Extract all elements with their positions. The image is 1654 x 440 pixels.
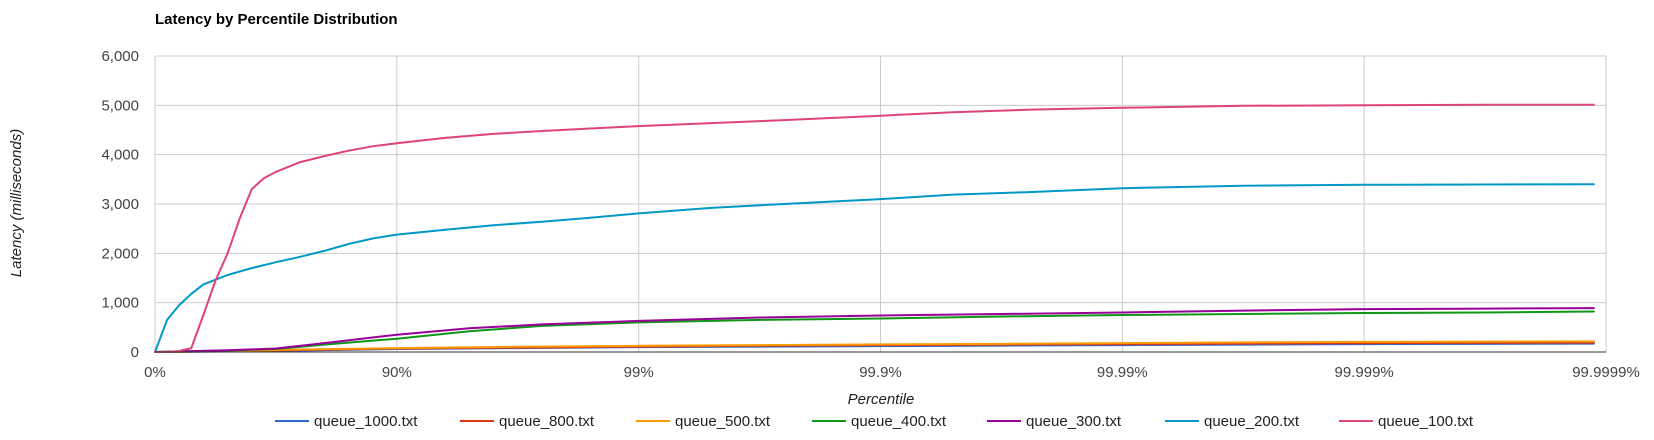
legend-label: queue_500.txt — [675, 413, 771, 430]
y-tick-label: 5,000 — [101, 97, 139, 114]
y-tick-label: 6,000 — [101, 48, 139, 65]
legend-item[interactable]: queue_200.txt — [1165, 413, 1300, 430]
series-line-queue-100-txt — [154, 103, 1595, 353]
legend-item[interactable]: queue_1000.txt — [275, 413, 418, 430]
x-tick-label: 99.999% — [1335, 364, 1394, 381]
legend-label: queue_300.txt — [1026, 413, 1122, 430]
y-tick-label: 4,000 — [101, 147, 139, 164]
legend-label: queue_100.txt — [1378, 413, 1474, 430]
y-axis-ticks: 0 1,000 2,000 3,000 4,000 5,000 6,000 — [101, 48, 139, 361]
gridlines — [154, 55, 1607, 352]
y-axis-title: Latency (milliseconds) — [8, 129, 25, 277]
legend-item[interactable]: queue_400.txt — [812, 413, 947, 430]
x-axis-title: Percentile — [848, 391, 915, 408]
x-tick-label: 99.9999% — [1572, 364, 1640, 381]
legend-item[interactable]: queue_300.txt — [987, 413, 1122, 430]
x-tick-label: 99.99% — [1097, 364, 1148, 381]
legend-item[interactable]: queue_100.txt — [1339, 413, 1474, 430]
series-line-queue-500-txt — [154, 340, 1595, 353]
legend: queue_1000.txt queue_800.txt queue_500.txt… — [275, 413, 1474, 430]
y-tick-label: 0 — [131, 344, 139, 361]
series-line-queue-300-txt — [154, 307, 1595, 353]
legend-label: queue_1000.txt — [314, 413, 418, 430]
x-tick-label: 0% — [144, 364, 166, 381]
series-lines — [154, 103, 1595, 353]
x-tick-label: 99% — [624, 364, 654, 381]
legend-label: queue_800.txt — [499, 413, 595, 430]
legend-item[interactable]: queue_500.txt — [636, 413, 771, 430]
x-tick-label: 90% — [382, 364, 412, 381]
y-tick-label: 2,000 — [101, 245, 139, 262]
series-line-queue-200-txt — [154, 183, 1595, 353]
chart-title: Latency by Percentile Distribution — [155, 11, 398, 28]
legend-item[interactable]: queue_800.txt — [460, 413, 595, 430]
legend-label: queue_400.txt — [851, 413, 947, 430]
y-tick-label: 3,000 — [101, 196, 139, 213]
x-tick-label: 99.9% — [859, 364, 902, 381]
legend-label: queue_200.txt — [1204, 413, 1300, 430]
y-tick-label: 1,000 — [101, 295, 139, 312]
x-axis-ticks: 0% 90% 99% 99.9% 99.99% 99.999% 99.9999% — [144, 364, 1640, 381]
